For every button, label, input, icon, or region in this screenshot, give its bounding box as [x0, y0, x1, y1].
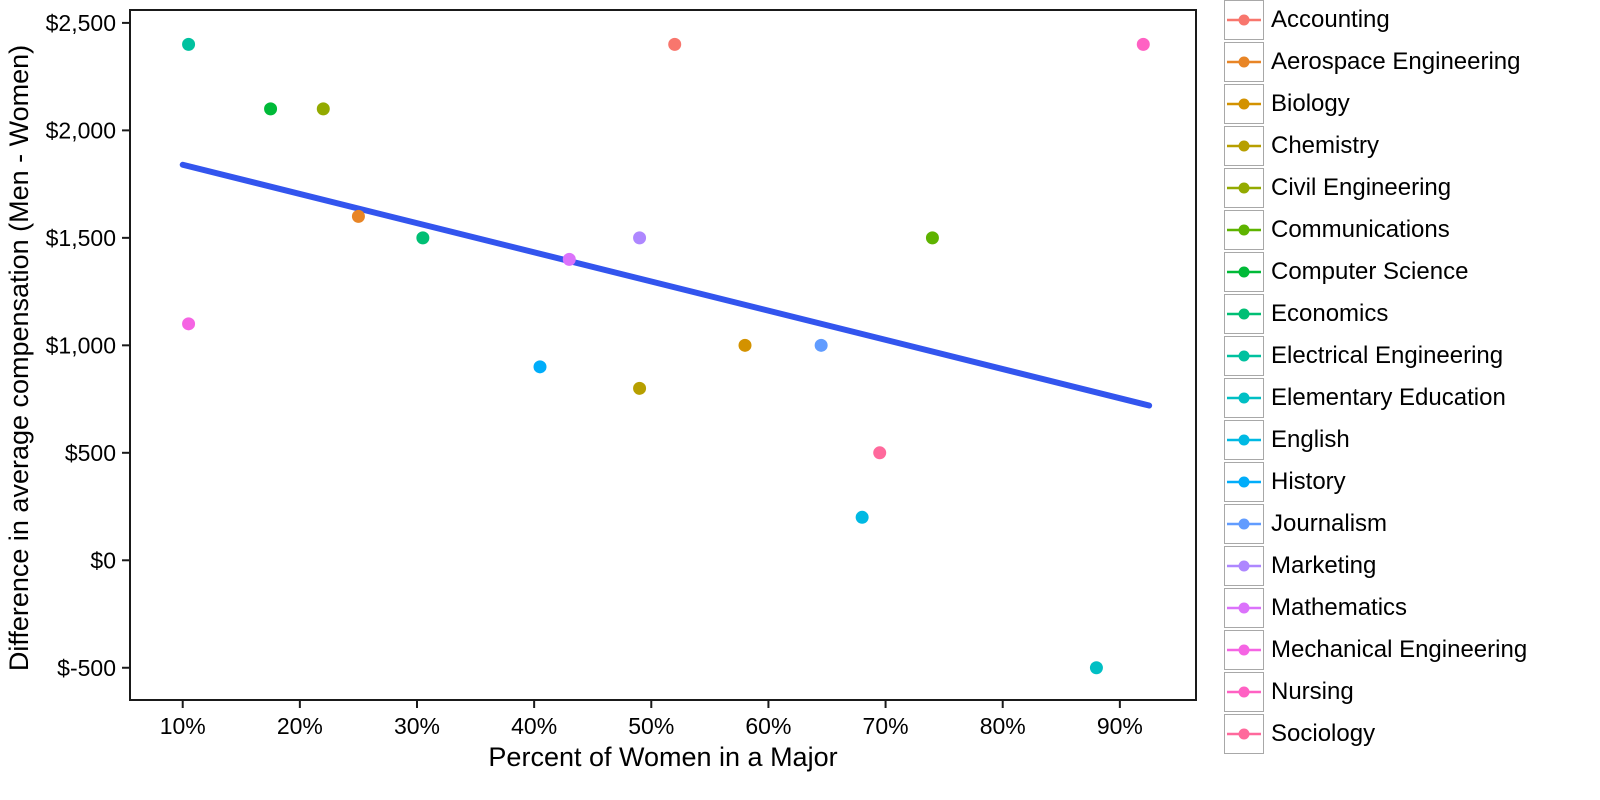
legend-label: History: [1271, 468, 1346, 495]
scatter-plot-canvas: 10% 20% 30% 40% 50% 60% 70% 80% 90% $-500 $0 $500 $1…: [4, 9, 1197, 772]
legend-key-icon: [1224, 378, 1264, 418]
legend-label: English: [1271, 426, 1350, 453]
data-point: Journalism: [814, 338, 828, 352]
x-tick-label: 70%: [863, 713, 909, 739]
legend-key-icon: [1224, 126, 1264, 166]
legend-label: Accounting: [1271, 6, 1390, 33]
legend: Accounting Aerospace Engineering Biology Ch…: [1224, 0, 1600, 756]
legend-label: Chemistry: [1271, 132, 1380, 159]
legend-key-icon: [1224, 0, 1264, 40]
data-point: Communications: [925, 231, 939, 245]
legend-label: Mechanical Engineering: [1271, 636, 1528, 663]
data-point: Nursing: [1136, 37, 1150, 51]
legend-label: Marketing: [1271, 552, 1377, 579]
data-point: Biology: [738, 338, 752, 352]
legend-item: Communications: [1224, 210, 1600, 250]
legend-key-icon: [1224, 84, 1264, 124]
x-tick-label: 10%: [160, 713, 206, 739]
data-point: Mathematics: [562, 252, 576, 266]
legend-item: Sociology: [1224, 714, 1600, 754]
legend-item: Mathematics: [1224, 588, 1600, 628]
y-tick-label: $2,500: [46, 10, 116, 36]
y-axis-title: Difference in average compensation (Men …: [4, 45, 34, 671]
legend-label: Economics: [1271, 300, 1389, 327]
y-tick-label: $0: [90, 547, 116, 573]
legend-item: Aerospace Engineering: [1224, 42, 1600, 82]
legend-key-icon: [1224, 168, 1264, 208]
data-point: Sociology: [873, 446, 887, 460]
legend-label: Communications: [1271, 216, 1450, 243]
data-point: Computer Science: [264, 102, 278, 116]
legend-label: Computer Science: [1271, 258, 1469, 285]
legend-key-icon: [1224, 630, 1264, 670]
legend-label: Biology: [1271, 90, 1350, 117]
x-tick-label: 90%: [1097, 713, 1143, 739]
legend-item: Marketing: [1224, 546, 1600, 586]
data-point: Marketing: [633, 231, 647, 245]
data-point: Elementary Education: [1089, 661, 1103, 675]
x-tick-label: 20%: [277, 713, 323, 739]
legend-label: Journalism: [1271, 510, 1388, 537]
legend-key-icon: [1224, 420, 1264, 460]
legend-label: Aerospace Engineering: [1271, 48, 1521, 75]
legend-item: Elementary Education: [1224, 378, 1600, 418]
legend-item: Accounting: [1224, 0, 1600, 40]
legend-item: Nursing: [1224, 672, 1600, 712]
x-tick-label: 40%: [511, 713, 557, 739]
data-point: History: [533, 360, 547, 374]
legend-key-icon: [1224, 588, 1264, 628]
y-tick-label: $1,000: [46, 332, 116, 358]
data-point: Aerospace Engineering: [351, 209, 365, 223]
data-point: Electrical Engineering: [182, 37, 196, 51]
legend-key-icon: [1224, 462, 1264, 502]
legend-item: English: [1224, 420, 1600, 460]
legend-label: Civil Engineering: [1271, 174, 1452, 201]
y-tick-label: $500: [65, 440, 116, 466]
legend-item: Economics: [1224, 294, 1600, 334]
legend-key-icon: [1224, 504, 1264, 544]
legend-key-icon: [1224, 714, 1264, 754]
legend-item: Biology: [1224, 84, 1600, 124]
legend-key-icon: [1224, 42, 1264, 82]
legend-label: Electrical Engineering: [1271, 342, 1504, 369]
legend-label: Nursing: [1271, 678, 1354, 705]
x-tick-label: 30%: [394, 713, 440, 739]
legend-key-icon: [1224, 294, 1264, 334]
trend-line: [179, 161, 1153, 409]
legend-item: Chemistry: [1224, 126, 1600, 166]
y-tick-label: $2,000: [46, 117, 116, 143]
legend-label: Sociology: [1271, 720, 1376, 747]
y-tick-label: $1,500: [46, 225, 116, 251]
plot-panel: [129, 9, 1197, 701]
data-point: Accounting: [668, 37, 682, 51]
legend-item: Electrical Engineering: [1224, 336, 1600, 376]
data-point: English: [855, 510, 869, 524]
legend-key-icon: [1224, 252, 1264, 292]
legend-item: Journalism: [1224, 504, 1600, 544]
x-axis-title: Percent of Women in a Major: [488, 742, 837, 772]
y-tick-label: $-500: [57, 655, 116, 681]
legend-label: Elementary Education: [1271, 384, 1506, 411]
legend-item: Mechanical Engineering: [1224, 630, 1600, 670]
legend-key-icon: [1224, 336, 1264, 376]
legend-item: Civil Engineering: [1224, 168, 1600, 208]
legend-item: History: [1224, 462, 1600, 502]
data-point: Economics: [416, 231, 430, 245]
legend-key-icon: [1224, 672, 1264, 712]
data-point: Civil Engineering: [316, 102, 330, 116]
data-point: Mechanical Engineering: [182, 317, 196, 331]
legend-key-icon: [1224, 210, 1264, 250]
x-tick-label: 50%: [628, 713, 674, 739]
legend-label: Mathematics: [1271, 594, 1408, 621]
data-point: Chemistry: [633, 381, 647, 395]
legend-key-icon: [1224, 546, 1264, 586]
legend-item: Computer Science: [1224, 252, 1600, 292]
x-tick-label: 60%: [745, 713, 791, 739]
x-tick-label: 80%: [980, 713, 1026, 739]
